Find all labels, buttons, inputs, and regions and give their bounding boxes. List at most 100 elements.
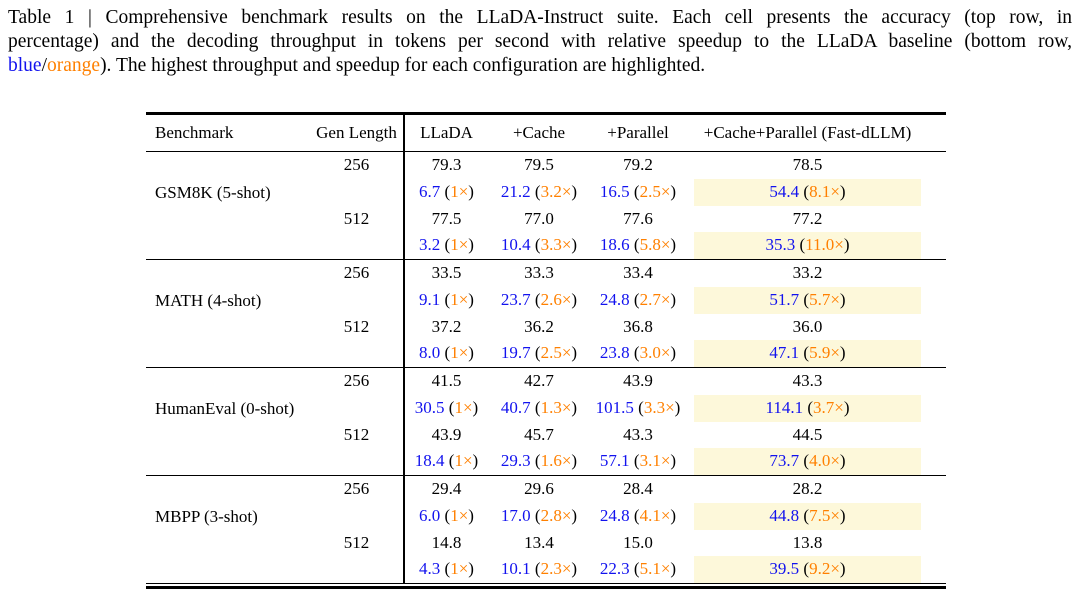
- accuracy-cell: 44.5: [792, 424, 823, 444]
- throughput-value: 19.7: [500, 343, 531, 363]
- gen-length-cell: 256: [310, 474, 404, 503]
- accuracy-cell: 79.3: [403, 151, 488, 179]
- accuracy-cell: 37.2: [403, 313, 488, 341]
- paren-open: (: [799, 451, 810, 471]
- speedup-value: 9.2×: [809, 559, 840, 579]
- paren-close: ): [571, 343, 578, 363]
- paren-close: ): [468, 289, 474, 309]
- accuracy-cell: 43.3: [623, 424, 653, 444]
- throughput-cell: 18.4 (1×): [403, 448, 488, 476]
- speedup-value: 1×: [454, 451, 473, 471]
- paren-open: (: [530, 289, 541, 309]
- speedup-value: 1×: [450, 559, 469, 579]
- throughput-cell: 57.1 (3.1×): [590, 448, 686, 475]
- gen-length-cell: 512: [343, 424, 370, 444]
- accuracy-cell: 28.2: [686, 474, 946, 503]
- throughput-cell: 23.7 (2.6×): [488, 287, 590, 314]
- paren-open: (: [530, 559, 541, 579]
- throughput-value: 47.1: [769, 343, 800, 363]
- paren-open: (: [440, 343, 451, 363]
- paren-close: ): [674, 397, 681, 417]
- throughput-cell: 10.1 (2.3×): [488, 556, 590, 585]
- paren-close: ): [571, 289, 578, 309]
- highlight-box: 51.7 (5.7×): [694, 286, 921, 314]
- accuracy-cell: 77.0: [524, 208, 554, 228]
- accuracy-cell: 45.7: [524, 424, 554, 444]
- paren-close: ): [670, 505, 677, 525]
- speedup-value: 8.1×: [809, 181, 840, 201]
- throughput-cell-highlighted: 44.8 (7.5×): [686, 502, 946, 530]
- throughput-value: 23.8: [599, 343, 630, 363]
- paren-open: (: [530, 343, 541, 363]
- throughput-cell: 30.5 (1×): [403, 394, 488, 422]
- throughput-cell: 22.3 (5.1×): [590, 556, 686, 585]
- throughput-value: 51.7: [769, 289, 800, 309]
- speedup-value: 3.3×: [643, 397, 675, 417]
- paren-close: ): [472, 451, 479, 471]
- speedup-value: 3.0×: [639, 343, 671, 363]
- speedup-value: 5.8×: [639, 235, 671, 255]
- gen-length-cell-empty: [310, 179, 404, 206]
- paren-close: ): [670, 343, 677, 363]
- speedup-value: 5.1×: [639, 559, 671, 579]
- paren-open: (: [799, 505, 810, 525]
- accuracy-cell: 36.2: [524, 316, 554, 336]
- speedup-value: 2.3×: [540, 559, 572, 579]
- speedup-value: 2.7×: [639, 289, 671, 309]
- accuracy-cell: 43.9: [590, 366, 686, 395]
- column-header-parallel: +Parallel: [590, 112, 686, 152]
- gen-length-cell-empty: [310, 395, 404, 422]
- paren-close: ): [468, 343, 474, 363]
- section-gsm8k-5-shot: GSM8K (5-shot) 256 79.3 79.5 79.2 78.5 6.7 (1×…: [146, 151, 946, 260]
- paren-open: (: [629, 451, 640, 471]
- gen-length-cell: 256: [343, 155, 370, 174]
- column-header-gen-length: Gen Length: [310, 112, 404, 152]
- paren-open: (: [530, 505, 541, 525]
- accuracy-cell: 13.4: [524, 532, 554, 552]
- caption-line-1: Table 1 | Comprehensive benchmark result…: [8, 7, 1072, 28]
- paren-open: (: [440, 289, 451, 309]
- speedup-value: 3.3×: [540, 235, 572, 255]
- speedup-value: 2.5×: [639, 181, 671, 201]
- paren-open: (: [440, 181, 451, 201]
- throughput-value: 6.7: [419, 181, 441, 201]
- caption-line-3: blue/orange). The highest throughput and…: [8, 54, 1072, 78]
- paren-open: (: [633, 397, 644, 417]
- table-row: 6.0 (1×) 17.0 (2.8×) 24.8 (4.1×) 44.8 (7.5×…: [146, 502, 946, 530]
- paren-open: (: [799, 289, 810, 309]
- paren-open: (: [530, 235, 541, 255]
- paren-close: ): [468, 181, 474, 201]
- paren-open: (: [629, 343, 640, 363]
- accuracy-cell: 33.4: [590, 258, 686, 287]
- benchmark-label: GSM8K (5-shot): [155, 182, 271, 202]
- table-row: 512 77.5 77.0 77.6 77.2: [146, 205, 946, 233]
- blue-word: blue: [8, 55, 42, 76]
- throughput-cell: 4.3 (1×): [403, 556, 488, 585]
- throughput-value: 40.7: [500, 397, 531, 417]
- throughput-value: 21.2: [500, 181, 531, 201]
- accuracy-cell: 33.2: [686, 258, 946, 287]
- paren-open: (: [629, 289, 640, 309]
- accuracy-cell: 79.5: [524, 155, 554, 174]
- speedup-value: 2.6×: [540, 289, 572, 309]
- accuracy-cell: 14.8: [403, 529, 488, 557]
- speedup-value: 1×: [450, 343, 469, 363]
- paren-close: ): [670, 451, 677, 471]
- paren-open: (: [803, 397, 814, 417]
- paren-close: ): [670, 559, 677, 579]
- throughput-value: 54.4: [769, 181, 800, 201]
- throughput-cell: 21.2 (3.2×): [488, 179, 590, 206]
- paren-close: ): [468, 505, 474, 525]
- throughput-value: 35.3: [765, 235, 796, 255]
- accuracy-cell: 77.2: [792, 208, 823, 228]
- accuracy-cell: 36.0: [792, 316, 823, 336]
- table-row: 30.5 (1×) 40.7 (1.3×) 101.5 (3.3×) 114.1 (3…: [146, 394, 946, 422]
- paren-close: ): [670, 235, 677, 255]
- speedup-value: 2.5×: [540, 343, 572, 363]
- throughput-value: 30.5: [414, 397, 445, 417]
- throughput-cell: 8.0 (1×): [403, 340, 488, 368]
- paren-close: ): [468, 235, 474, 255]
- paren-open: (: [799, 181, 810, 201]
- paren-open: (: [629, 181, 640, 201]
- accuracy-cell: 42.7: [488, 366, 590, 395]
